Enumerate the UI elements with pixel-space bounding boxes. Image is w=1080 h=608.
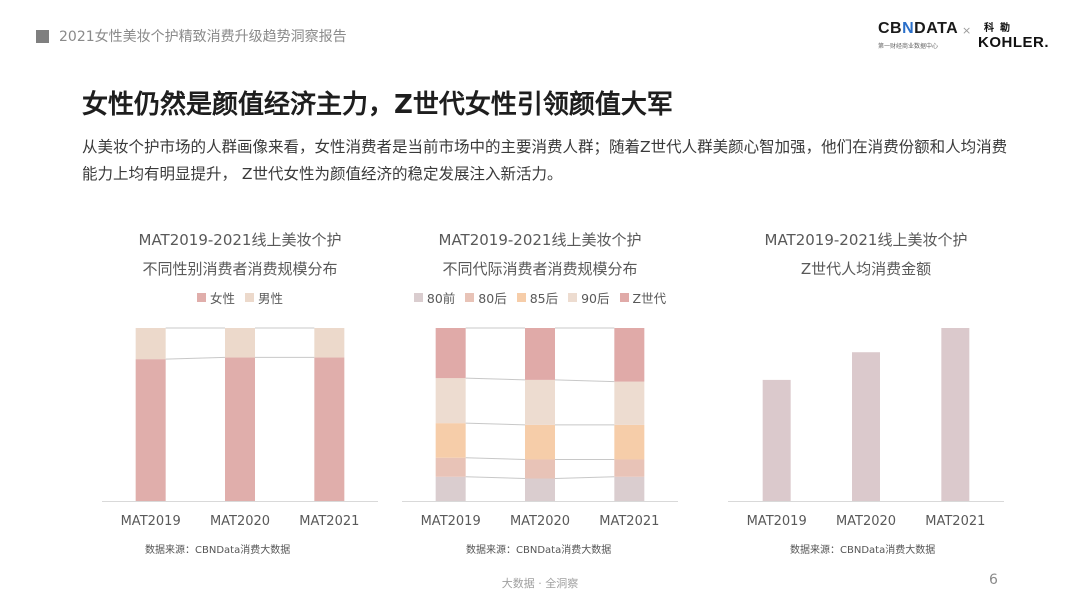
x-tick-label: MAT2020 [210, 514, 270, 529]
series-connector-line [465, 457, 526, 460]
bar-segment-85后-MAT2021 [614, 424, 645, 460]
genz-spend-chart: MAT2019-2021线上美妆个护 Z世代人均消费金额 MAT2019 MAT2… [716, 224, 1016, 564]
logo-times-sign: × [962, 24, 972, 37]
chart-title-line2: Z世代人均消费金额 [800, 260, 932, 278]
generation-share-chart: MAT2019-2021线上美妆个护 不同代际消费者消费规模分布 80前 80后 8… [390, 224, 690, 564]
series-connector-line [465, 476, 526, 480]
partner-logos: CBNDATA 第一财经商业数据中心 × 科勒 KOHLER. [874, 18, 1054, 54]
legend-item: 男性 [245, 288, 283, 307]
intro-paragraph: 从美妆个护市场的人群画像来看，女性消费者是当前市场中的主要消费人群；随着Z世代人… [82, 138, 1008, 183]
series-connector-line [465, 422, 526, 426]
cbndata-logo-x: N [902, 20, 915, 37]
x-tick-label: MAT2021 [299, 514, 359, 529]
bar-MAT2019 [762, 379, 791, 501]
bar-segment-女性-MAT2019 [135, 359, 166, 501]
source-note: 数据来源：CBNData消费大数据 [466, 545, 612, 556]
legend-item: 80前 [413, 288, 456, 307]
legend-label: 男性 [258, 291, 284, 306]
bar-segment-男性-MAT2021 [314, 328, 345, 358]
bar-segment-80后-MAT2020 [525, 459, 555, 479]
kohler-logo: KOHLER. [978, 34, 1049, 51]
cbndata-logo: CBNDATA [878, 20, 958, 38]
chart-title-line2: 不同代际消费者消费规模分布 [442, 260, 638, 278]
bar-segment-男性-MAT2020 [225, 328, 255, 358]
bar-segment-90后-MAT2021 [614, 381, 645, 425]
x-tick-label: MAT2021 [599, 514, 659, 529]
legend-item: 90后 [568, 288, 610, 307]
legend-label: 80后 [478, 291, 507, 306]
bar-segment-85后-MAT2019 [435, 423, 466, 458]
bar-segment-女性-MAT2021 [314, 357, 345, 501]
bar-segment-85后-MAT2020 [525, 424, 555, 460]
bar-MAT2020 [852, 352, 880, 501]
bar-segment-80后-MAT2021 [614, 459, 645, 477]
legend-item: Z世代 [619, 288, 667, 307]
series-connector-line [554, 379, 615, 383]
legend-label: 90后 [581, 291, 610, 306]
bar-segment-90后-MAT2020 [525, 379, 555, 425]
page-heading: 女性仍然是颜值经济主力，Z世代女性引领颜值大军 [82, 90, 673, 120]
gender-share-plot: MAT2019 MAT2020 MAT2021 [102, 327, 378, 529]
legend-label: 80前 [426, 291, 456, 306]
legend-swatch [465, 293, 475, 302]
footer-tagline: 大数据 · 全洞察 [501, 577, 579, 590]
bar-segment-男性-MAT2019 [135, 328, 166, 360]
legend-swatch [196, 293, 206, 302]
x-tick-label: MAT2019 [121, 514, 181, 529]
bar-segment-80前-MAT2019 [435, 476, 466, 501]
genz-spend-plot: MAT2019 MAT2020 MAT2021 [728, 328, 1004, 529]
bar-MAT2021 [941, 328, 970, 501]
legend-swatch [245, 293, 254, 302]
bar-segment-Z世代-MAT2020 [525, 328, 555, 380]
legend-swatch [568, 293, 578, 302]
series-connector-line [465, 377, 526, 381]
legend-label: 女性 [209, 291, 235, 306]
cbndata-logo-pre: CB [878, 20, 903, 37]
bar-segment-女性-MAT2020 [225, 357, 255, 501]
legend-swatch [516, 293, 526, 302]
cbndata-logo-subtitle: 第一财经商业数据中心 [878, 43, 939, 50]
series-connector-line [554, 476, 615, 480]
x-tick-label: MAT2019 [421, 514, 481, 529]
bar-segment-80后-MAT2019 [435, 457, 466, 477]
chart-legend: 80前 80后 85后 90后 Z世代 [390, 288, 690, 307]
bar-segment-80前-MAT2020 [525, 478, 555, 501]
chart-title-line1: MAT2019-2021线上美妆个护 [138, 231, 342, 249]
report-header: 2021女性美妆个护精致消费升级趋势洞察报告 [36, 26, 347, 46]
bar-segment-Z世代-MAT2019 [435, 328, 466, 379]
generation-share-plot: MAT2019 MAT2020 MAT2021 [402, 327, 678, 529]
x-tick-label: MAT2020 [510, 514, 570, 529]
gender-share-chart: MAT2019-2021线上美妆个护 不同性别消费者消费规模分布 女性 男性 MA… [90, 224, 390, 564]
bar-segment-Z世代-MAT2021 [614, 328, 645, 382]
legend-label: 85后 [529, 291, 559, 306]
source-note: 数据来源：CBNData消费大数据 [790, 545, 936, 556]
series-connector-line [165, 356, 226, 360]
legend-item: 85后 [516, 288, 559, 307]
kohler-logo-chinese: 科勒 [984, 23, 1016, 34]
legend-item: 80后 [465, 288, 507, 307]
x-tick-label: MAT2021 [925, 514, 985, 529]
x-tick-label: MAT2020 [836, 514, 896, 529]
report-title: 2021女性美妆个护精致消费升级趋势洞察报告 [59, 29, 347, 45]
x-tick-label: MAT2019 [747, 514, 807, 529]
bar-segment-80前-MAT2021 [614, 476, 645, 501]
chart-legend: 女性 男性 [90, 288, 390, 307]
chart-title-line1: MAT2019-2021线上美妆个护 [438, 231, 642, 249]
chart-title-line2: 不同性别消费者消费规模分布 [142, 260, 338, 278]
bar-segment-90后-MAT2019 [435, 378, 466, 424]
cbndata-logo-post: DATA [914, 20, 959, 37]
page-number: 6 [989, 572, 998, 588]
legend-swatch [619, 293, 629, 302]
legend-swatch [413, 293, 423, 302]
source-note: 数据来源：CBNData消费大数据 [145, 545, 291, 556]
chart-title-line1: MAT2019-2021线上美妆个护 [764, 231, 968, 249]
legend-label: Z世代 [632, 291, 667, 306]
legend-item: 女性 [196, 288, 235, 307]
header-square-icon [36, 29, 49, 43]
